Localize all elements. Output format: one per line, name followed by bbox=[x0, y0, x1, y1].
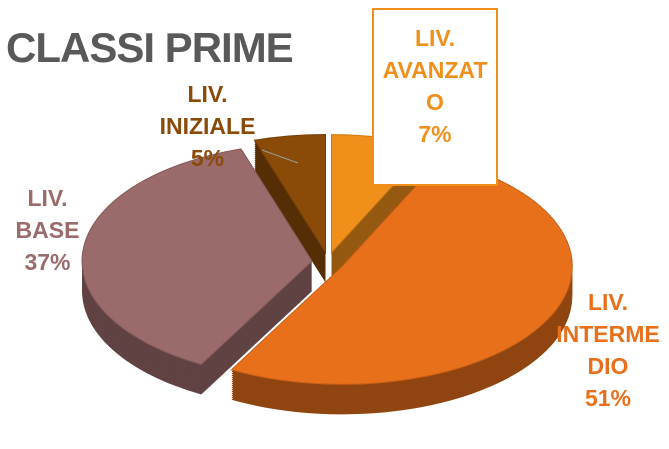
category-label: LIV. INTERMEDIO bbox=[556, 289, 660, 379]
value-label: 5% bbox=[190, 145, 225, 171]
category-label: LIV. INIZIALE bbox=[159, 81, 256, 139]
data-label: LIV. INTERMEDIO 51% bbox=[548, 286, 668, 414]
data-label: LIV. AVANZATO 7% bbox=[372, 8, 498, 186]
chart-title: CLASSI PRIME bbox=[6, 24, 294, 71]
slice bbox=[230, 159, 573, 385]
value-label: 37% bbox=[24, 249, 71, 275]
data-label: LIV. INIZIALE 5% bbox=[140, 78, 275, 174]
slice bbox=[81, 148, 313, 366]
data-label: LIV. BASE 37% bbox=[0, 182, 95, 278]
value-label: 7% bbox=[418, 121, 452, 147]
value-label: 51% bbox=[584, 385, 632, 411]
leader-line bbox=[261, 149, 299, 164]
slice bbox=[253, 134, 326, 255]
category-label: LIV. BASE bbox=[15, 185, 80, 243]
category-label: LIV. AVANZATO bbox=[382, 25, 488, 115]
